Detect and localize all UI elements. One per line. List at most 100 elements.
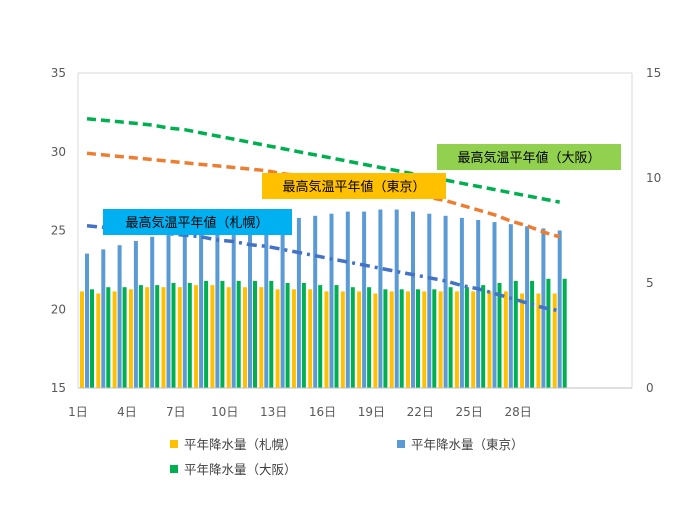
- legend-label-sapporo: 平年降水量（札幌）: [184, 437, 297, 452]
- bar-osaka: [220, 280, 225, 388]
- bar-sapporo: [438, 291, 443, 388]
- bar-osaka: [416, 289, 420, 388]
- bar-osaka: [464, 287, 469, 388]
- bar-osaka: [155, 285, 160, 388]
- bar-tokyo: [215, 228, 220, 388]
- legend-swatch-sapporo: [170, 439, 178, 448]
- bar-sapporo: [112, 291, 117, 388]
- x-tick-label: 13日: [260, 405, 287, 419]
- bar-sapporo: [389, 291, 394, 388]
- bar-osaka: [90, 289, 94, 388]
- callout-osaka-box: [437, 144, 621, 170]
- legend-item-tokyo: 平年降水量（東京）: [397, 434, 524, 453]
- callout-tokyo: 最高気温平年値（東京）: [262, 173, 446, 199]
- bar-tokyo: [248, 224, 252, 388]
- line-sapporo: [86, 224, 561, 313]
- bar-tokyo: [427, 213, 432, 388]
- y-left-tick-label: 25: [51, 224, 66, 238]
- bar-osaka: [138, 285, 143, 388]
- y-left-tick-label: 35: [51, 66, 66, 80]
- bar-tokyo: [231, 226, 236, 388]
- callout-osaka: 最高気温平年値（大阪）: [437, 144, 621, 170]
- y-right-tick-label: 5: [646, 276, 654, 290]
- line-layer: [86, 116, 561, 313]
- callout-sapporo-box: [103, 209, 292, 235]
- bar-sapporo: [275, 289, 280, 388]
- bar-osaka: [204, 280, 209, 388]
- bar-sapporo: [552, 293, 557, 388]
- legend-label-tokyo: 平年降水量（東京）: [411, 437, 524, 452]
- bar-sapporo: [503, 291, 508, 388]
- bar-sapporo: [210, 285, 215, 388]
- bar-layer: [80, 209, 567, 388]
- bar-sapporo: [324, 291, 329, 388]
- bar-osaka: [122, 287, 127, 388]
- bar-sapporo: [145, 287, 150, 388]
- bar-tokyo: [345, 211, 350, 388]
- bar-tokyo: [133, 241, 138, 388]
- legend-swatch-osaka: [170, 464, 178, 473]
- bar-osaka: [546, 278, 551, 388]
- bar-osaka: [350, 287, 355, 388]
- callout-tokyo-box: [262, 173, 446, 199]
- x-tick-label: 10日: [211, 405, 238, 419]
- bar-tokyo: [166, 234, 171, 388]
- bar-osaka: [513, 280, 518, 388]
- bar-tokyo: [182, 232, 187, 388]
- bar-osaka: [383, 289, 388, 388]
- legend-item-osaka: 平年降水量（大阪）: [170, 459, 297, 478]
- y-left-tick-label: 20: [51, 302, 66, 316]
- bar-sapporo: [454, 291, 459, 388]
- bar-osaka: [187, 283, 192, 388]
- bar-osaka: [497, 283, 502, 388]
- bar-sapporo: [128, 289, 133, 388]
- bar-osaka: [530, 280, 535, 388]
- bar-tokyo: [492, 222, 497, 388]
- bar-osaka: [285, 283, 290, 388]
- bar-sapporo: [487, 291, 492, 388]
- line-osaka: [86, 116, 561, 204]
- bar-osaka: [269, 280, 274, 388]
- bar-osaka: [318, 285, 323, 388]
- legend-swatch-tokyo: [397, 439, 405, 448]
- legend-item-sapporo: 平年降水量（札幌）: [170, 434, 297, 453]
- bar-sapporo: [471, 291, 476, 388]
- bar-sapporo: [406, 291, 410, 388]
- bar-sapporo: [308, 289, 313, 388]
- bar-sapporo: [177, 287, 182, 388]
- bar-tokyo: [362, 211, 367, 388]
- bar-tokyo: [394, 209, 399, 388]
- bar-osaka: [171, 283, 176, 388]
- bar-tokyo: [101, 249, 106, 388]
- x-tick-label: 16日: [309, 405, 336, 419]
- legend-label-osaka: 平年降水量（大阪）: [184, 462, 297, 477]
- bar-sapporo: [194, 285, 199, 388]
- bar-sapporo: [96, 293, 101, 388]
- bar-osaka: [399, 289, 404, 388]
- bar-osaka: [253, 280, 257, 388]
- bar-tokyo: [313, 215, 318, 388]
- x-tick-label: 19日: [358, 405, 385, 419]
- bar-tokyo: [150, 236, 155, 388]
- bar-osaka: [334, 285, 339, 388]
- bar-osaka: [236, 280, 241, 388]
- bar-osaka: [301, 283, 306, 388]
- callout-sapporo-text: 最高気温平年値（札幌）: [125, 215, 268, 231]
- x-tick-label: 22日: [407, 405, 434, 419]
- bar-sapporo: [422, 291, 427, 388]
- line-tokyo: [86, 151, 561, 239]
- bar-tokyo: [557, 230, 562, 388]
- bar-tokyo: [411, 211, 415, 388]
- x-tick-label: 28日: [504, 405, 531, 419]
- y-right-tick-label: 0: [646, 381, 654, 395]
- bar-tokyo: [199, 230, 204, 388]
- bar-tokyo: [443, 215, 448, 388]
- x-tick-label: 7日: [166, 405, 186, 419]
- bar-sapporo: [80, 291, 84, 388]
- bar-osaka: [562, 278, 567, 388]
- bar-tokyo: [117, 245, 122, 388]
- bar-sapporo: [373, 293, 378, 388]
- bar-osaka: [481, 285, 486, 388]
